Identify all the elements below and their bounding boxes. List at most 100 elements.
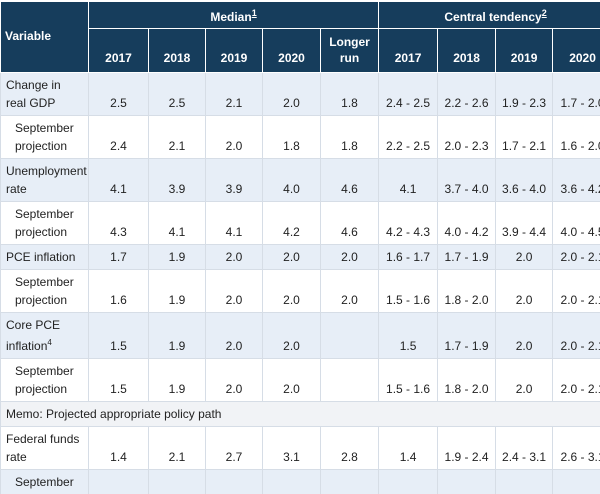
row-label: September projection	[0, 358, 89, 402]
value-cell: 2.1	[205, 72, 263, 116]
value-cell: 2.0 - 2.1	[552, 312, 600, 359]
label-text: September projection	[15, 121, 74, 153]
table-row: Change in real GDP 2.5 2.5 2.1 2.0 1.8 2.4 - 2…	[0, 72, 600, 116]
table-row: September projection 1.6 1.9 2.0 2.0 2.0 1.5 -…	[0, 269, 600, 313]
label-text: September projection	[15, 275, 74, 307]
value-cell: 1.1 - 1.4	[378, 469, 439, 494]
header-cell: Variable	[0, 1, 89, 73]
column-header: Longer run	[319, 28, 380, 73]
value-cell: 1.5	[88, 358, 149, 402]
value-cell: 2.0 - 2.3	[437, 115, 497, 159]
value-cell: 1.8	[262, 115, 321, 159]
value-cell: 2.0 - 2.1	[552, 244, 600, 270]
value-cell: 3.7 - 4.0	[437, 158, 497, 202]
value-cell: 2.0 - 2.1	[552, 358, 600, 402]
value-cell: 3.9	[205, 158, 263, 202]
column-header: 2017	[378, 28, 439, 73]
value-cell: 2.0	[495, 244, 554, 270]
value-cell: 4.1	[378, 158, 439, 202]
value-cell: 4.0 - 4.5	[552, 201, 600, 245]
value-cell: 2.9	[262, 469, 321, 494]
table-body: Change in real GDP 2.5 2.5 2.1 2.0 1.8 2.4 - 2…	[0, 72, 600, 494]
row-label: Change in real GDP	[0, 72, 89, 116]
column-header: 2018	[437, 28, 497, 73]
value-cell: 3.9	[148, 158, 206, 202]
value-cell: 2.4 - 2.5	[378, 72, 439, 116]
column-header: 2019	[205, 28, 263, 73]
value-cell: 1.6 - 2.0	[552, 115, 600, 159]
value-cell: 4.1	[205, 201, 263, 245]
row-label: Core PCE inflation4	[0, 312, 89, 359]
column-header: 2020	[552, 28, 600, 73]
value-cell: 1.4	[88, 426, 149, 470]
value-cell: 1.9 - 2.4	[437, 426, 497, 470]
value-cell: 1.7 - 2.0	[552, 72, 600, 116]
group-header: Central tendency2	[378, 1, 600, 29]
value-cell: 2.5 - 3.5	[552, 469, 600, 494]
row-label: Federal funds rate	[0, 426, 89, 470]
value-cell: 4.1	[88, 158, 149, 202]
value-cell: 1.8 - 2.0	[437, 269, 497, 313]
value-cell: 1.6 - 1.7	[378, 244, 439, 270]
table-row: Federal funds rate 1.4 2.1 2.7 3.1 2.8 1.4 1.9 …	[0, 426, 600, 470]
value-cell: 2.4	[88, 115, 149, 159]
value-cell: 4.1	[148, 201, 206, 245]
label-text: September projection	[15, 207, 74, 239]
value-cell: 2.2 - 2.5	[378, 115, 439, 159]
value-cell: 1.7 - 2.1	[495, 115, 554, 159]
group-label: Central tendency	[444, 10, 542, 24]
value-cell: 1.9	[148, 269, 206, 313]
value-cell: 1.9	[148, 244, 206, 270]
value-cell: 2.0	[262, 244, 321, 270]
row-label: September projection	[0, 269, 89, 313]
value-cell: 2.5	[148, 72, 206, 116]
footnote-link[interactable]: 2	[541, 8, 547, 18]
value-cell: 2.7	[205, 469, 263, 494]
footnote-link[interactable]: 1	[251, 8, 257, 18]
value-cell: 1.8	[319, 72, 380, 116]
value-cell: 1.8 - 2.0	[437, 358, 497, 402]
value-cell: 3.1	[262, 426, 321, 470]
group-header: Median1	[87, 1, 380, 29]
value-cell: 1.5 - 1.6	[378, 269, 439, 313]
value-cell: 1.7 - 1.9	[437, 312, 497, 359]
value-cell: 2.0	[495, 269, 554, 313]
value-cell: 1.4	[378, 426, 439, 470]
label-text: September projection	[15, 364, 74, 396]
header-row: 2017 2018 2019 2020 Longer run 2017 2018 2019 20…	[1, 28, 600, 73]
value-cell: 2.0	[262, 72, 321, 116]
label-text: Change in real GDP	[6, 78, 61, 110]
value-cell: 1.9	[148, 312, 206, 359]
value-cell: 1.5	[378, 312, 439, 359]
value-cell: 2.0	[495, 358, 554, 402]
value-cell: 3.6 - 4.0	[495, 158, 554, 202]
value-cell: 1.5	[88, 312, 149, 359]
value-cell: 2.0	[495, 312, 554, 359]
value-cell: 2.4 - 3.1	[495, 426, 554, 470]
value-cell: 2.0 - 2.1	[552, 269, 600, 313]
value-cell: 3.6 - 4.2	[552, 158, 600, 202]
label-text: PCE inflation	[6, 250, 76, 264]
value-cell: 1.6	[88, 269, 149, 313]
row-label: September projection	[0, 469, 89, 494]
value-cell	[319, 358, 380, 402]
row-label: PCE inflation	[0, 244, 89, 270]
value-cell: 4.3	[88, 201, 149, 245]
header-row: Variable Median1 Central tendency2	[0, 1, 600, 73]
value-cell: 2.0	[205, 244, 263, 270]
value-cell: 1.8	[319, 115, 380, 159]
value-cell: 2.0	[319, 244, 380, 270]
value-cell: 4.0	[262, 158, 321, 202]
value-cell: 2.0	[262, 358, 321, 402]
value-cell: 1.5 - 1.6	[378, 358, 439, 402]
value-cell: 1.7	[88, 244, 149, 270]
value-cell: 4.6	[319, 201, 380, 245]
group-label: Median	[210, 10, 252, 24]
value-cell	[319, 312, 380, 359]
table-row: September projection 4.3 4.1 4.1 4.2 4.6 4.2 -…	[0, 201, 600, 245]
table-row: Unemployment rate 4.1 3.9 3.9 4.0 4.6 4.1 3.7 -…	[0, 158, 600, 202]
value-cell: 2.5	[88, 72, 149, 116]
row-label: Unemployment rate	[0, 158, 89, 202]
